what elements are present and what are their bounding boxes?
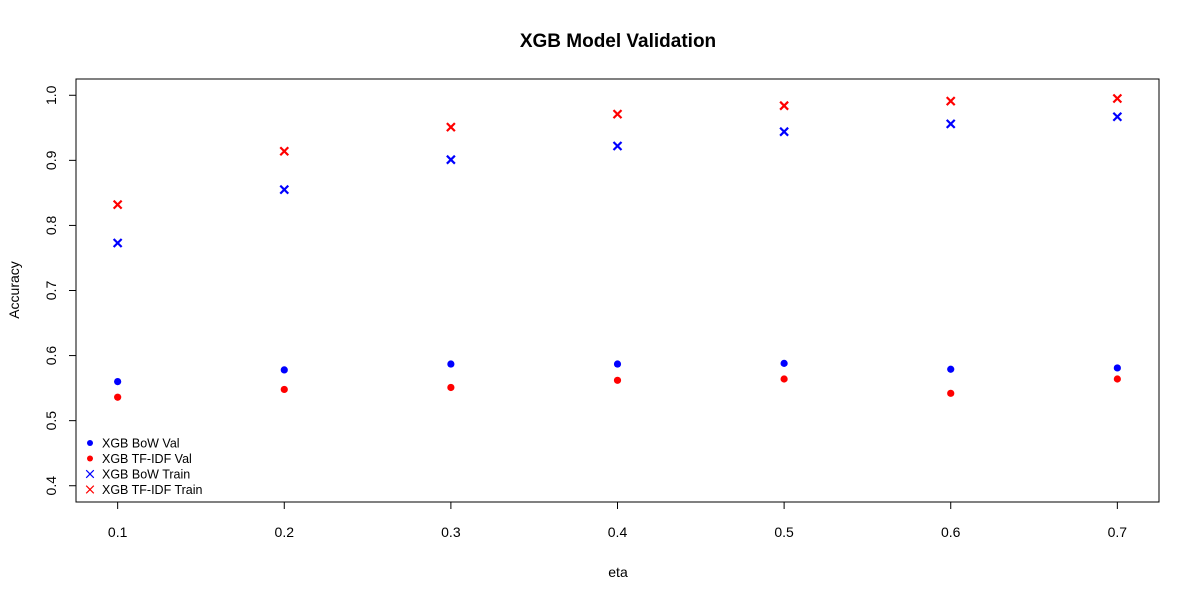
data-point	[947, 389, 955, 397]
data-point-cross	[612, 109, 623, 119]
x-axis: 0.1 0.2 0.3 0.4 0.5 0.6 0.7	[108, 501, 1128, 540]
legend-item: XGB TF-IDF Val	[87, 452, 192, 466]
data-point-cross	[779, 100, 789, 111]
legend-marker-circle	[87, 440, 93, 446]
cross-stroke	[612, 109, 623, 119]
cross-stroke	[1112, 93, 1123, 104]
y-axis-label: Accuracy	[6, 261, 22, 319]
data-point-cross	[945, 119, 956, 129]
legend-label: XGB TF-IDF Val	[102, 452, 192, 466]
x-tick-label: 0.7	[1108, 524, 1128, 540]
cross-stroke	[279, 146, 290, 157]
data-points	[112, 93, 1123, 401]
x-tick-label: 0.6	[941, 524, 961, 540]
data-point	[780, 359, 788, 367]
cross-stroke	[446, 122, 456, 132]
data-point-cross	[1112, 111, 1123, 122]
data-point	[613, 360, 622, 368]
cross-stroke	[945, 96, 956, 106]
cross-stroke	[1112, 111, 1123, 122]
data-point	[280, 366, 288, 374]
cross-stroke	[612, 141, 623, 151]
x-tick-label: 0.4	[608, 524, 628, 540]
legend-marker-cross	[85, 469, 95, 479]
cross-stroke	[279, 184, 290, 195]
data-point-cross	[446, 154, 456, 165]
x-tick-label: 0.3	[441, 524, 461, 540]
y-axis: 0.4 0.5 0.6 0.7 0.8 0.9 1.0	[43, 85, 77, 496]
legend-item: XGB BoW Train	[85, 468, 190, 482]
data-point	[114, 378, 122, 386]
cross-stroke	[779, 126, 789, 137]
legend-label: XGB TF-IDF Train	[102, 483, 203, 497]
data-point	[447, 360, 455, 368]
legend-item: XGB TF-IDF Train	[85, 483, 203, 497]
data-point-cross	[446, 122, 456, 132]
data-point-cross	[279, 184, 290, 195]
data-point	[613, 376, 622, 384]
cross-stroke	[779, 100, 789, 111]
x-tick-label: 0.1	[108, 524, 128, 540]
series-xgb-tf-idf-train	[112, 93, 1123, 210]
data-point	[780, 375, 788, 383]
cross-stroke	[446, 154, 456, 165]
data-point-cross	[612, 141, 623, 151]
data-point	[1113, 375, 1121, 383]
cross-stroke	[112, 199, 123, 210]
y-tick-label: 0.7	[43, 281, 59, 301]
data-point	[280, 385, 288, 394]
data-point-cross	[112, 238, 123, 248]
legend-item: XGB BoW Val	[87, 437, 180, 451]
data-point	[114, 393, 122, 401]
y-tick-label: 0.5	[43, 411, 59, 431]
data-point	[447, 383, 455, 392]
data-point	[1113, 364, 1121, 372]
cross-stroke	[945, 119, 956, 129]
series-xgb-tf-idf-val	[114, 375, 1121, 401]
data-point	[947, 365, 955, 373]
data-point-cross	[945, 96, 956, 106]
y-tick-label: 0.8	[43, 215, 59, 235]
legend-label: XGB BoW Val	[102, 437, 180, 451]
x-axis-label: eta	[608, 564, 628, 580]
cross-stroke	[112, 238, 123, 248]
y-tick-label: 0.6	[43, 346, 59, 366]
data-point-cross	[779, 126, 789, 137]
y-tick-label: 0.4	[43, 476, 59, 496]
plot-frame	[75, 78, 1160, 503]
data-point-cross	[279, 146, 290, 157]
series-xgb-bow-train	[112, 111, 1123, 248]
y-tick-label: 1.0	[43, 85, 59, 105]
legend-marker-circle	[87, 455, 93, 462]
legend-marker-cross	[85, 485, 95, 494]
series-xgb-bow-val	[114, 359, 1121, 386]
data-point-cross	[112, 199, 123, 210]
chart-title: XGB Model Validation	[520, 31, 716, 52]
x-tick-label: 0.5	[774, 524, 794, 540]
data-point-cross	[1112, 93, 1123, 104]
cross-stroke	[85, 469, 95, 479]
legend-label: XGB BoW Train	[102, 468, 190, 482]
x-tick-label: 0.2	[275, 524, 295, 540]
y-tick-label: 0.9	[43, 150, 59, 170]
cross-stroke	[85, 485, 95, 494]
